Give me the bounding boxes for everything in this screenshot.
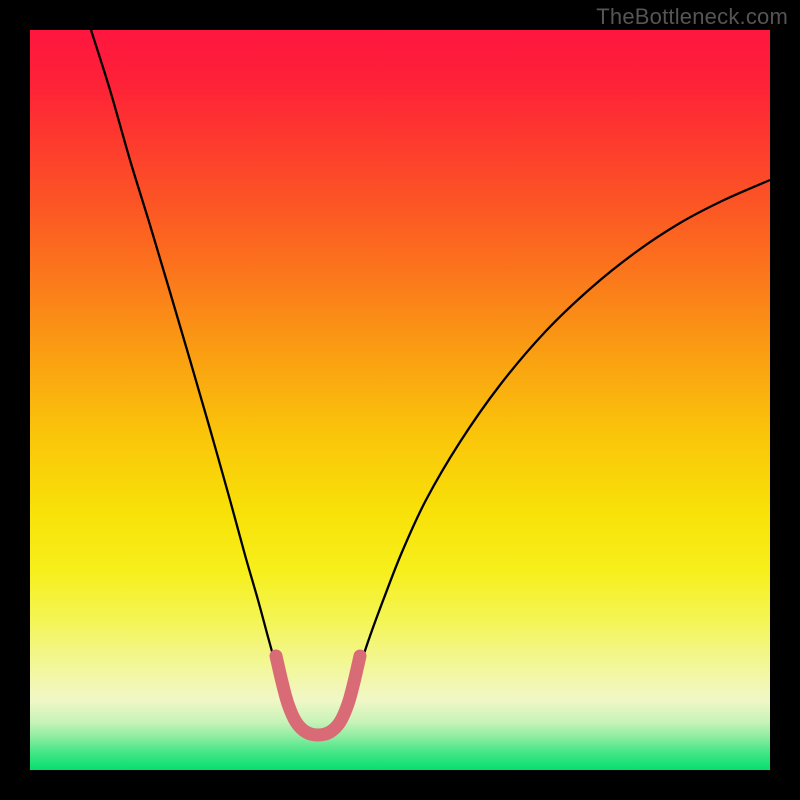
watermark-text: TheBottleneck.com [596,4,788,30]
chart-svg [0,0,800,800]
chart-container: TheBottleneck.com [0,0,800,800]
plot-background [30,30,770,770]
